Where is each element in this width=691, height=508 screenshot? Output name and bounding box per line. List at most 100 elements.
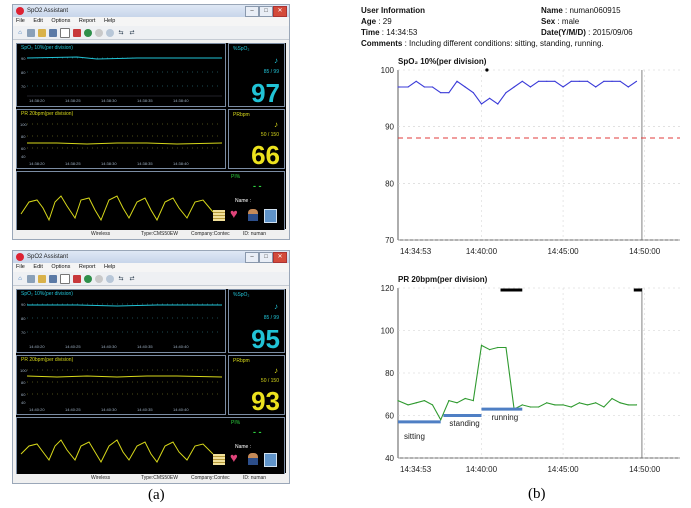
save-icon[interactable]: [49, 28, 57, 37]
svg-text:40: 40: [21, 154, 26, 159]
save-data-icon[interactable]: [264, 209, 277, 223]
spo2-alarm-bell-icon[interactable]: ♪: [274, 56, 278, 65]
svg-text:14:40:25: 14:40:25: [65, 344, 81, 349]
menu-report[interactable]: Report: [78, 264, 96, 270]
doctor-icon[interactable]: [248, 209, 258, 221]
svg-text:80: 80: [21, 316, 26, 321]
data-point: [489, 349, 491, 351]
data-point: [448, 92, 450, 94]
menu-help[interactable]: Help: [103, 264, 116, 270]
menu-edit[interactable]: Edit: [33, 18, 43, 24]
figure-label-a: (a): [148, 487, 165, 503]
svg-text:14:38:25: 14:38:25: [65, 98, 81, 103]
minimize-button[interactable]: –: [245, 252, 259, 263]
data-point: [611, 397, 613, 400]
pr-alarm-bell-icon[interactable]: ♪: [274, 120, 278, 129]
close-button[interactable]: ✕: [273, 6, 287, 17]
svg-text:90: 90: [21, 302, 26, 307]
folder-icon[interactable]: [38, 28, 46, 37]
series-line: [397, 344, 637, 422]
menu-file[interactable]: File: [16, 18, 25, 24]
svg-text:14:38:20: 14:38:20: [29, 161, 45, 166]
menu-report[interactable]: Report: [78, 18, 96, 24]
y-tick-label: 90: [385, 123, 394, 132]
age-label: Age: [361, 17, 377, 26]
print-icon[interactable]: [27, 28, 35, 37]
save-icon[interactable]: [49, 274, 57, 283]
data-point: [570, 80, 572, 82]
menu-help[interactable]: Help: [103, 18, 116, 24]
sync-icon[interactable]: ⇄: [129, 29, 135, 36]
menu-edit[interactable]: Edit: [33, 264, 43, 270]
window-titlebar: SpO2 Assistant – □ ✕: [13, 251, 289, 263]
time-value: 14:34:53: [386, 28, 418, 37]
name-line: Name : numan060915: [541, 6, 621, 15]
maximize-button[interactable]: □: [259, 6, 273, 17]
spo2-value-panel: %SpO₂ ♪ 85 / 99 97: [228, 43, 285, 108]
data-point: [480, 344, 483, 346]
globe-icon[interactable]: [84, 28, 92, 37]
menu-options[interactable]: Options: [51, 18, 71, 24]
globe-icon[interactable]: [84, 274, 92, 283]
data-point: [554, 80, 556, 82]
pleth-panel: PI% - - Name : ♥: [16, 171, 285, 231]
heart-icon[interactable]: ♥: [230, 450, 238, 465]
data-point: [497, 346, 499, 349]
transfer-icon[interactable]: ⇆: [118, 29, 124, 36]
pleth-panel: PI% - - Name : ♥: [16, 417, 285, 475]
name-value: numan060915: [569, 6, 621, 15]
gauge-icon[interactable]: [95, 274, 103, 283]
svg-text:14:38:20: 14:38:20: [29, 98, 45, 103]
name-label: Name :: [235, 444, 252, 450]
data-point: [431, 86, 434, 88]
save-data-icon[interactable]: [264, 453, 277, 467]
pr-report-chart: PR 20bpm(per division) 40 60 80 100 120 14:34:…: [381, 275, 680, 474]
minimize-button[interactable]: –: [245, 6, 259, 17]
print-icon[interactable]: [27, 274, 35, 283]
data-point: [456, 402, 458, 404]
data-point: [513, 86, 515, 88]
pr-value-panel: PRbpm ♪ 50 / 150 93: [228, 355, 285, 416]
pi-label: PI%: [231, 174, 241, 180]
x-tick-label: 14:50:00: [629, 247, 661, 256]
pr-panel-label: PR 20bpm(per division): [21, 111, 74, 117]
list-icon[interactable]: [213, 210, 225, 221]
pi-value: - -: [253, 427, 262, 437]
user-info-heading: User Information: [361, 6, 426, 15]
chart-icon[interactable]: [60, 273, 70, 284]
close-button[interactable]: ✕: [273, 252, 287, 263]
activity-label: standing: [449, 419, 479, 428]
name-label: Name :: [235, 198, 252, 204]
menu-file[interactable]: File: [16, 264, 25, 270]
data-point: [415, 80, 417, 82]
data-point: [619, 402, 621, 404]
heart-icon[interactable]: ♥: [230, 206, 238, 221]
data-point: [570, 406, 572, 408]
lung-icon[interactable]: [73, 28, 81, 37]
sync-icon[interactable]: ⇄: [129, 275, 135, 282]
home-icon[interactable]: ⌂: [18, 275, 22, 282]
disc-icon[interactable]: [106, 28, 114, 37]
spo2-alarm-bell-icon[interactable]: ♪: [274, 302, 278, 311]
list-icon[interactable]: [213, 454, 225, 465]
disc-icon[interactable]: [106, 274, 114, 283]
pr-graph-panel: PR 20bpm(per division) 100 80 60 40 14:40:2…: [16, 355, 226, 415]
folder-icon[interactable]: [38, 274, 46, 283]
svg-text:14:38:35: 14:38:35: [137, 161, 153, 166]
chart-icon[interactable]: [60, 27, 70, 38]
gauge-icon[interactable]: [95, 28, 103, 37]
lung-icon[interactable]: [73, 274, 81, 283]
doctor-icon[interactable]: [248, 453, 258, 465]
menu-options[interactable]: Options: [51, 264, 71, 270]
maximize-button[interactable]: □: [259, 252, 273, 263]
home-icon[interactable]: ⌂: [18, 29, 22, 36]
app-heart-icon: [16, 253, 24, 261]
spo2-trend: 90 80 70 14:38:20 14:38:25 14:38:30 14:38:35 1…: [21, 56, 222, 103]
transfer-icon[interactable]: ⇆: [118, 275, 124, 282]
pr-value: 66: [251, 140, 280, 170]
status-type: Type:CMS50EW: [141, 475, 178, 481]
pr-alarm-bell-icon[interactable]: ♪: [274, 366, 278, 375]
time-label: Time: [361, 28, 380, 37]
x-tick-label: 14:45:00: [547, 247, 579, 256]
x-tick-label: 14:50:00: [629, 465, 661, 474]
